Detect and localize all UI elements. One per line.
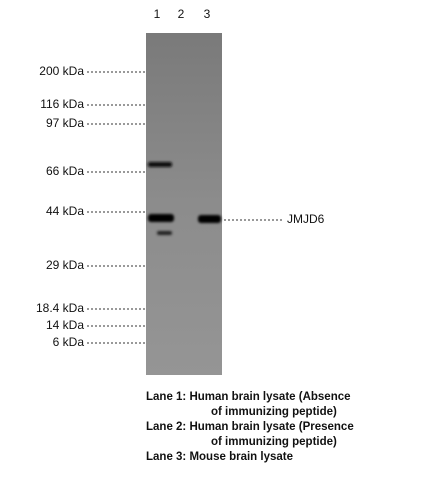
legend-line: of immunizing peptide) <box>211 436 337 448</box>
marker-label: 116 kDa <box>40 97 84 111</box>
lane-label: 1 <box>154 7 161 21</box>
blot-membrane <box>146 33 222 375</box>
marker-label: 18.4 kDa <box>36 301 84 315</box>
marker-labels: 200 kDa 116 kDa 97 kDa 66 kDa 44 kDa 29 kDa 18… <box>36 64 145 349</box>
band <box>148 214 174 222</box>
band <box>198 215 221 223</box>
marker-label: 97 kDa <box>46 116 84 130</box>
band-label: JMJD6 <box>287 212 325 226</box>
band <box>157 231 172 235</box>
marker-label: 14 kDa <box>46 318 84 332</box>
marker-label: 29 kDa <box>46 258 84 272</box>
lane-label: 3 <box>204 7 211 21</box>
marker-label: 66 kDa <box>46 164 84 178</box>
legend-line: of immunizing peptide) <box>211 406 337 418</box>
marker-label: 6 kDa <box>53 335 85 349</box>
legend: Lane 1: Human brain lysate (Absence of im… <box>146 391 354 463</box>
legend-line: Lane 3: Mouse brain lysate <box>146 451 293 463</box>
band <box>148 162 172 167</box>
legend-line: Lane 1: Human brain lysate (Absence <box>146 391 351 403</box>
lane-label: 2 <box>178 7 185 21</box>
figure: 1 2 3 200 kDa 116 kDa 97 kDa 66 kDa 44 kDa 29 k… <box>0 0 442 485</box>
marker-label: 200 kDa <box>39 64 84 78</box>
marker-label: 44 kDa <box>46 204 84 218</box>
lane-labels: 1 2 3 <box>154 7 211 21</box>
legend-line: Lane 2: Human brain lysate (Presence <box>146 421 354 433</box>
